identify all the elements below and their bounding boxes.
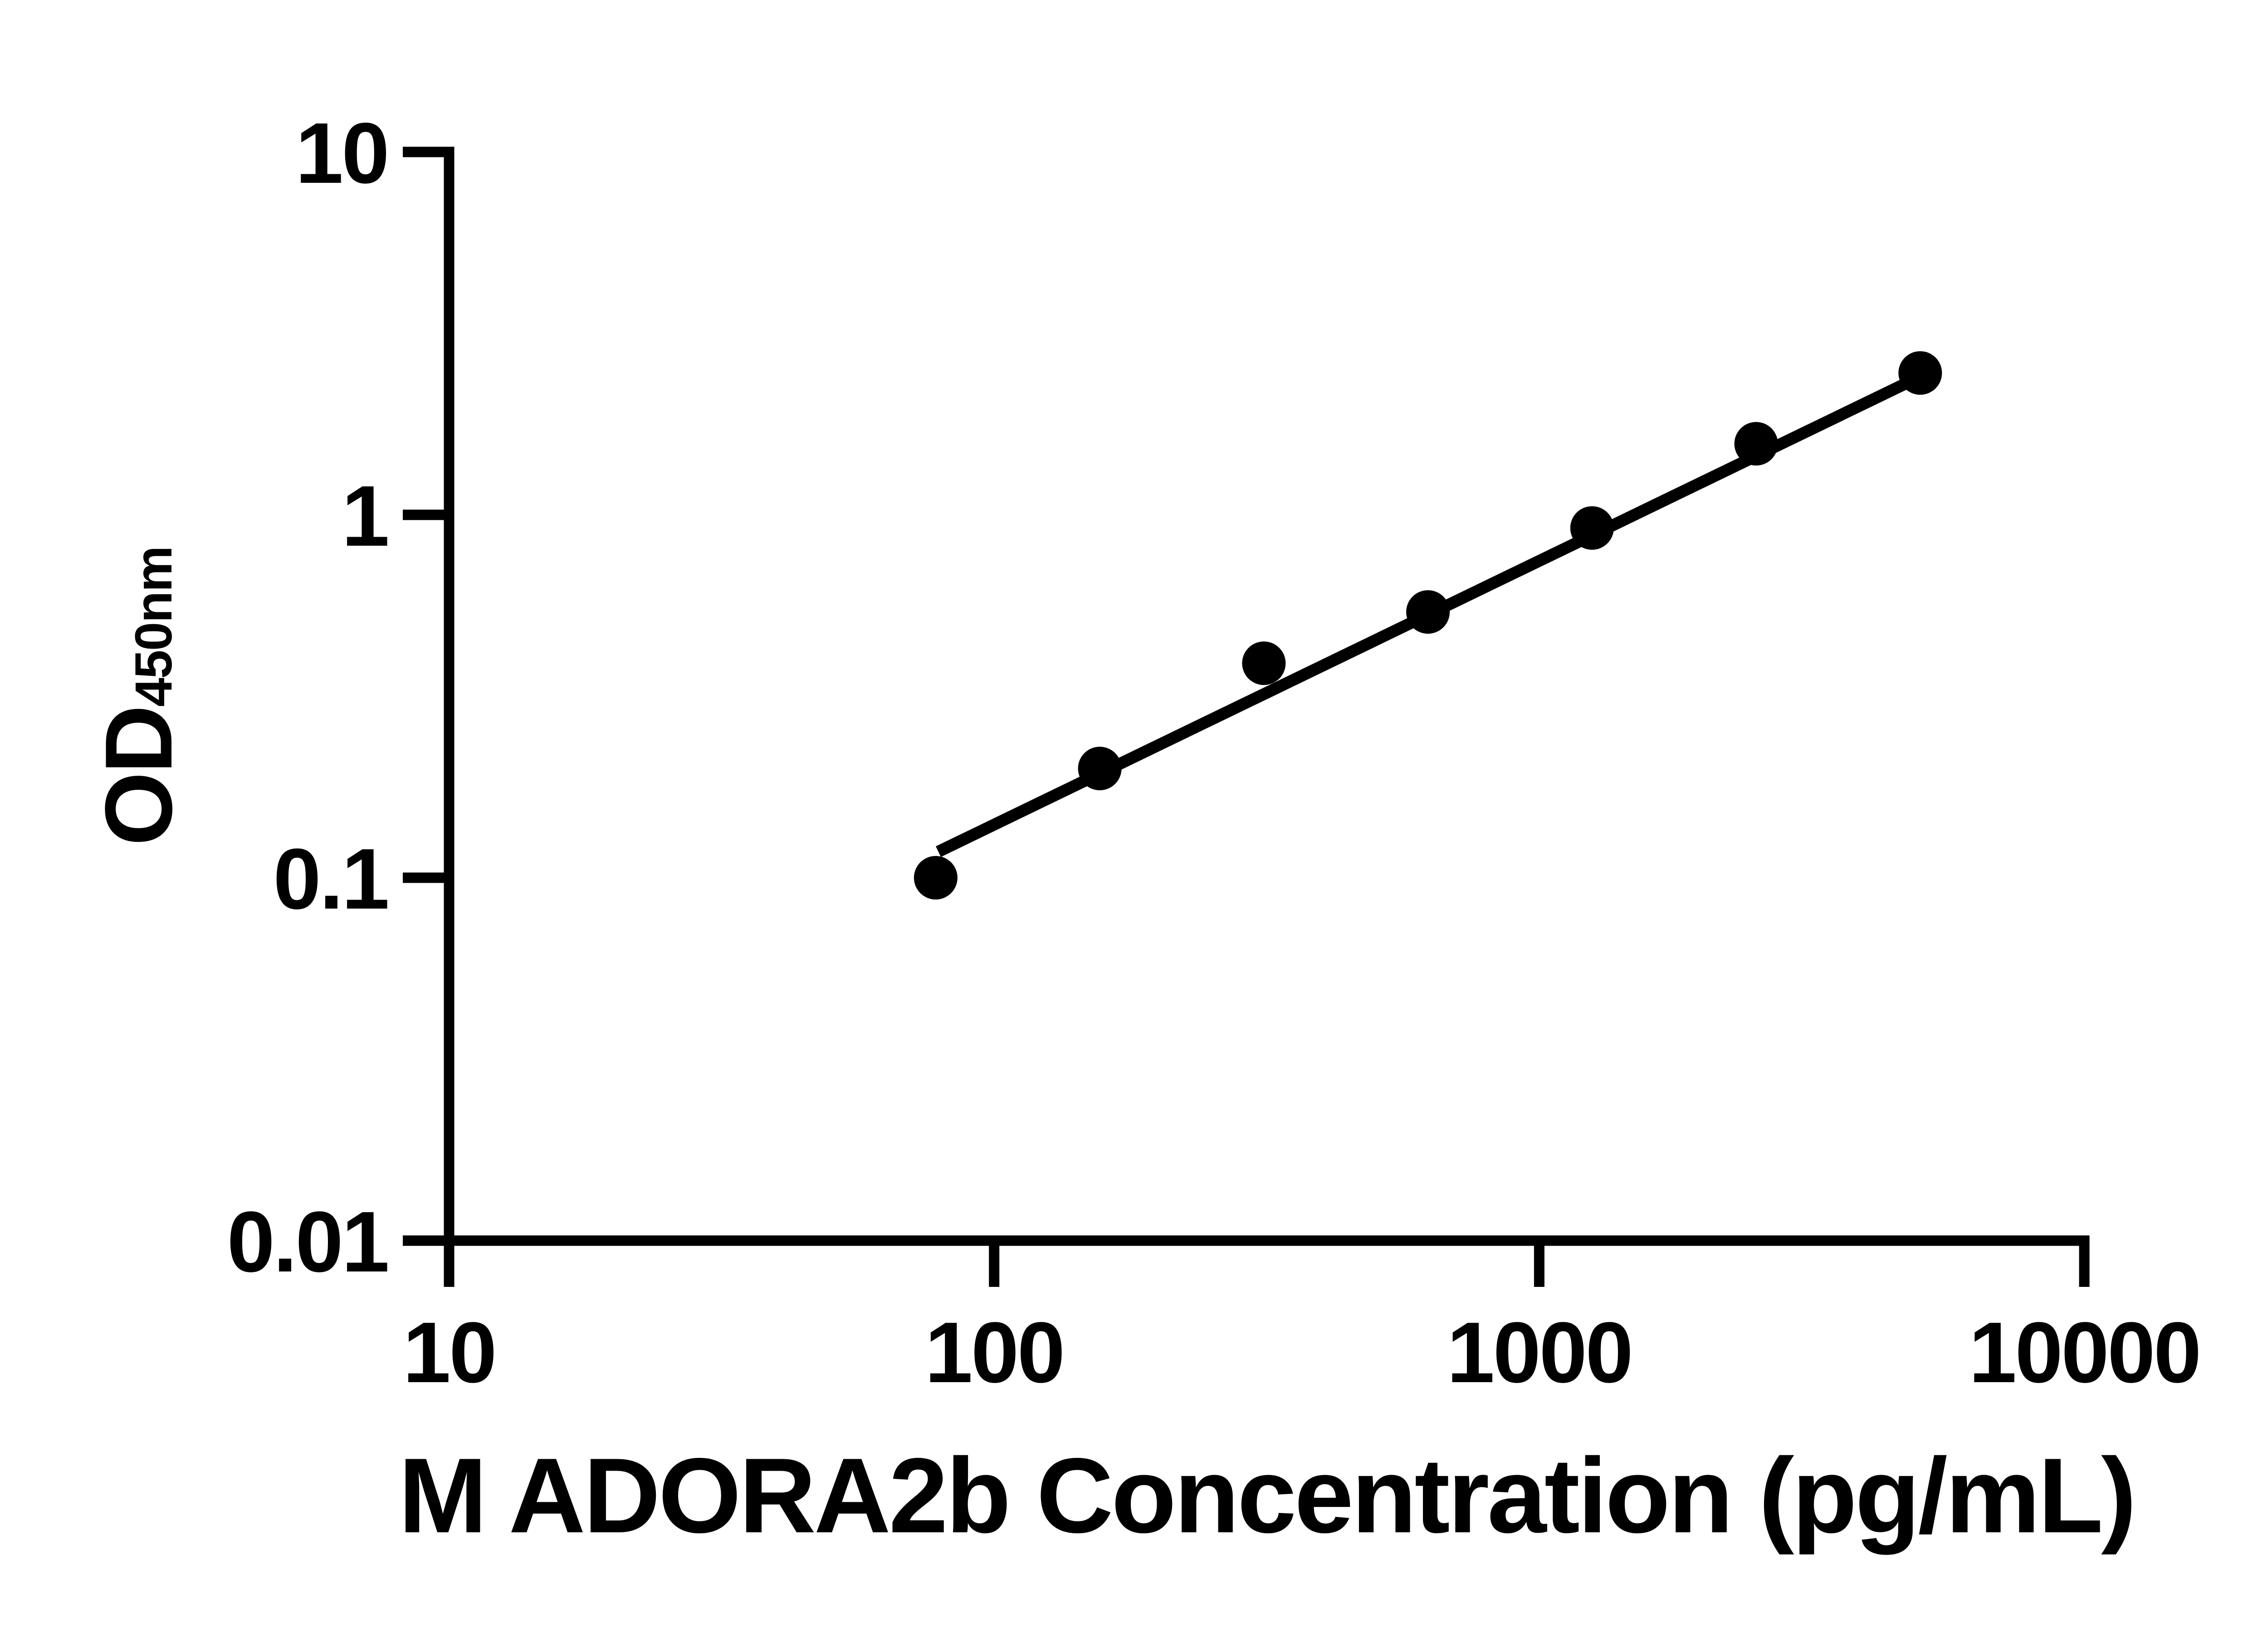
data-point: [914, 856, 958, 900]
y-tick-label: 1: [342, 468, 388, 564]
data-point: [1078, 747, 1122, 791]
data-point: [1570, 506, 1614, 550]
data-point: [1406, 590, 1450, 634]
y-axis-title-subscript: 450nm: [125, 547, 183, 707]
x-tick-label: 1000: [1447, 1305, 1632, 1401]
y-axis-title: OD450nm: [85, 547, 192, 846]
axes: [403, 147, 2090, 1246]
y-tick-label: 0.1: [273, 831, 388, 927]
y-axis-title-main: OD: [85, 707, 192, 846]
x-tick-label: 100: [925, 1305, 1064, 1401]
axis-ticks: [403, 147, 2090, 1287]
data-point: [1734, 422, 1778, 466]
x-axis-title: M ADORA2b Concentration (pg/mL): [398, 1436, 2134, 1555]
data-point: [1242, 641, 1286, 685]
y-tick-label: 10: [295, 105, 388, 201]
data-point: [1898, 351, 1942, 395]
y-tick-label: 0.01: [227, 1194, 388, 1290]
x-tick-label: 10000: [1969, 1305, 2200, 1401]
x-tick-label: 10: [403, 1305, 495, 1401]
plot-area: [914, 351, 1942, 900]
